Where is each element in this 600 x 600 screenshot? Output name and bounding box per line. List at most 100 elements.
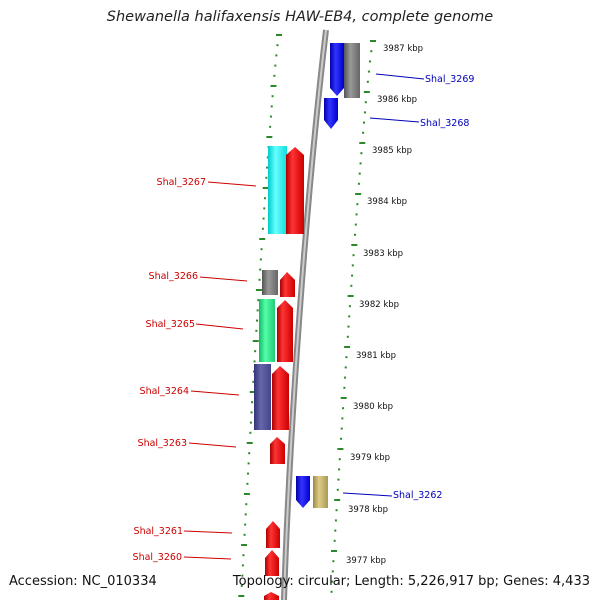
ruler-tick (255, 329, 258, 332)
ruler-tick (334, 519, 337, 522)
ruler-tick (334, 529, 337, 532)
ruler-tick (276, 44, 279, 47)
ruler-tick (347, 325, 350, 328)
ruler-tick (340, 397, 347, 399)
ruler-tick (262, 187, 269, 189)
ruler-tick (253, 360, 256, 363)
ruler-tick (247, 472, 250, 475)
ruler-tick (363, 111, 366, 114)
cds-arrow-3269 (330, 43, 344, 96)
leader-lines (183, 73, 425, 560)
ruler-tick (244, 523, 247, 526)
ruler-tick (275, 54, 278, 57)
ruler-tick (333, 539, 336, 542)
ruler-tick (363, 121, 366, 124)
ruler-tick (347, 295, 354, 297)
ruler-tick (370, 50, 373, 53)
features (254, 43, 360, 600)
ruler-tick (356, 203, 359, 206)
ruler-tick (266, 156, 269, 159)
ruler-tick (359, 162, 362, 165)
ruler-tick (258, 278, 261, 281)
cds-arrow-3266 (280, 272, 295, 297)
ruler-tick (331, 550, 338, 552)
gene-label-shal-3263: Shal_3263 (138, 438, 187, 449)
category-block-3264 (254, 364, 271, 430)
scale-label: 3984 kbp (367, 197, 407, 207)
ruler-tick (242, 554, 245, 557)
cds-arrow-3262 (296, 476, 310, 508)
ruler-tick (243, 493, 250, 495)
ruler-tick (344, 366, 347, 369)
scale-label: 3982 kbp (359, 300, 399, 310)
ruler-tick (345, 356, 348, 359)
ruler-tick (367, 70, 370, 73)
category-block-3266 (262, 270, 278, 295)
ruler-tick (354, 223, 357, 226)
ruler-tick (249, 431, 252, 434)
gene-label-shal-3269: Shal_3269 (425, 74, 474, 85)
ruler-tick (362, 131, 365, 134)
ruler-tick (257, 299, 260, 302)
ruler-tick (344, 376, 347, 379)
ruler-tick (256, 309, 259, 312)
ruler-tick (330, 590, 333, 593)
ruler-tick (363, 91, 370, 93)
ruler-tick (252, 380, 255, 383)
ruler-tick (251, 401, 254, 404)
ruler-tick (338, 468, 341, 471)
cds-arrow-3268 (324, 98, 338, 129)
ruler-tick (249, 391, 256, 393)
ruler-tick (270, 105, 273, 108)
map-title: Shewanella halifaxensis HAW-EB4, complet… (106, 9, 494, 25)
ruler-tick (360, 152, 363, 155)
category-block-3267 (268, 146, 287, 234)
ruler-tick (340, 437, 343, 440)
ruler-tick (273, 74, 276, 77)
ruler-tick (263, 207, 266, 210)
scale-label: 3987 kbp (383, 44, 423, 54)
gene-label-shal-3265: Shal_3265 (146, 319, 195, 330)
ruler-tick (241, 574, 244, 577)
ruler-tick (276, 34, 282, 36)
gene-label-shal-3261: Shal_3261 (134, 526, 183, 537)
ruler-tick (355, 193, 362, 195)
gene-label-shal-3264: Shal_3264 (140, 386, 189, 397)
ruler-tick (269, 115, 272, 118)
ruler-tick (354, 233, 357, 236)
ruler-tick (370, 40, 376, 42)
ruler-tick (252, 340, 259, 342)
ruler-tick (255, 289, 262, 291)
ruler-tick (364, 101, 367, 104)
scale-label: 3978 kbp (348, 505, 388, 515)
category-block-3269 (344, 43, 360, 98)
ruler-tick (366, 80, 369, 83)
ruler-tick (351, 244, 358, 246)
ruler-tick (334, 499, 341, 501)
topology-text: Topology: circular; Length: 5,226,917 bp… (232, 574, 590, 589)
ruler-tick (250, 411, 253, 414)
genome-backbone-highlight (283, 29, 327, 600)
cds-arrow-3264 (272, 366, 289, 430)
ruler-tick (369, 60, 372, 63)
ruler-tick (256, 319, 259, 322)
scale-label: 3977 kbp (346, 556, 386, 566)
gene-label-shal-3260: Shal_3260 (133, 552, 182, 563)
ruler-tick (348, 305, 351, 308)
ruler-tick (259, 258, 262, 261)
cds-arrow-3267 (286, 147, 304, 234)
ruler-tick (252, 370, 255, 373)
ruler-tick (263, 197, 266, 200)
scale-label: 3981 kbp (356, 351, 396, 361)
category-block-3265 (259, 299, 275, 362)
gene-label-shal-3267: Shal_3267 (157, 177, 206, 188)
cds-arrow-3261 (266, 521, 280, 548)
ruler-tick (243, 533, 246, 536)
cds-arrow-3265 (277, 300, 293, 362)
ruler-tick (338, 458, 341, 461)
ruler-tick (269, 125, 272, 128)
ruler-tick (259, 238, 266, 240)
ruler-tick (332, 560, 335, 563)
ruler-tick (248, 452, 251, 455)
ruler-tick (247, 462, 250, 465)
